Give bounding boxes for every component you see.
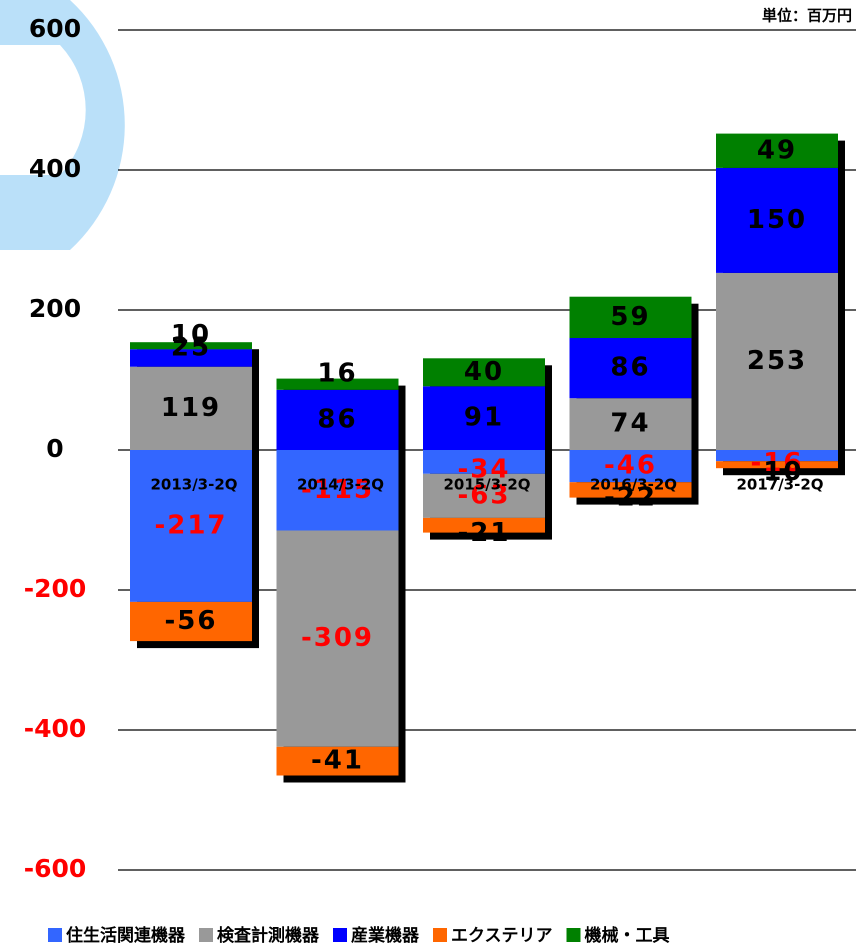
bar-segment: [569, 338, 692, 399]
value-label: -63: [458, 480, 511, 510]
y-tick-label: -200: [24, 574, 87, 603]
value-label: -10: [751, 457, 804, 487]
x-tick-label: 2014/3-2Q: [297, 476, 384, 494]
bar-segment: [569, 450, 692, 483]
bar-segment: [276, 389, 399, 450]
bar-segment: [423, 358, 545, 387]
value-label: 150: [747, 205, 807, 235]
value-label: 91: [464, 403, 504, 433]
legend-label: 検査計測機器: [217, 925, 320, 946]
y-tick-label: 200: [29, 294, 81, 323]
legend-swatch: [566, 928, 581, 942]
value-label: -22: [604, 482, 657, 512]
bar-segment: [276, 530, 399, 747]
y-tick-label: 0: [46, 434, 63, 463]
value-label: -217: [154, 510, 227, 540]
value-label: -41: [311, 746, 364, 776]
bar-segment: [130, 366, 252, 450]
bar-segment: [716, 272, 838, 450]
value-label: 59: [610, 302, 650, 332]
value-label: 10: [171, 320, 211, 350]
y-tick-label: 600: [29, 14, 81, 43]
bar-segment: [716, 167, 838, 273]
legend-label: 産業機器: [351, 925, 420, 946]
watermark: [0, 0, 125, 250]
bar-segment: [423, 517, 545, 533]
bar-segment: [276, 450, 399, 531]
y-tick-label: -600: [24, 854, 87, 883]
bar-segment: [569, 398, 692, 450]
legend-swatch: [199, 928, 213, 942]
x-tick-label: 2017/3-2Q: [736, 476, 823, 494]
legend-label: 住生活関連機器: [66, 925, 186, 946]
value-label: -34: [458, 454, 511, 484]
legend-label: 機械・工具: [585, 925, 670, 946]
bar-segment: [423, 473, 545, 518]
value-label: -309: [301, 623, 374, 653]
bar-segment: [130, 450, 252, 602]
value-label: -46: [604, 451, 657, 481]
value-label: 74: [610, 409, 650, 439]
value-label: -16: [751, 448, 804, 478]
bar-segment: [276, 378, 399, 390]
bar-segment: [569, 296, 692, 338]
value-label: 49: [757, 135, 797, 165]
value-label: -115: [301, 475, 374, 505]
value-label: -56: [165, 606, 218, 636]
bar-segment: [716, 461, 838, 469]
value-label: -21: [458, 518, 511, 548]
value-label: 86: [610, 353, 650, 383]
value-label: 86: [317, 404, 357, 434]
bar-segment: [716, 450, 838, 462]
bar-segment: [130, 342, 252, 350]
y-tick-label: 400: [29, 154, 81, 183]
value-label: 40: [464, 357, 504, 387]
value-label: 119: [161, 393, 221, 423]
bar-segment: [276, 746, 399, 776]
value-label: 253: [747, 346, 807, 376]
y-tick-label: -400: [24, 714, 87, 743]
legend-label: エクステリア: [451, 926, 553, 946]
x-tick-label: 2015/3-2Q: [443, 476, 530, 494]
bar-segment: [569, 482, 692, 498]
bar-segment: [716, 133, 838, 168]
legend-swatch: [333, 928, 347, 942]
unit-label: 単位：百万円: [762, 7, 852, 25]
bar-segment: [423, 386, 545, 450]
x-tick-label: 2013/3-2Q: [150, 476, 237, 494]
bar-segment: [130, 349, 252, 367]
bar-segment: [130, 601, 252, 642]
legend-swatch: [433, 928, 447, 942]
legend-swatch: [48, 928, 62, 942]
value-label: 25: [171, 332, 211, 362]
bar-segment: [423, 450, 545, 474]
x-tick-label: 2016/3-2Q: [590, 476, 677, 494]
value-label: 16: [317, 359, 357, 389]
